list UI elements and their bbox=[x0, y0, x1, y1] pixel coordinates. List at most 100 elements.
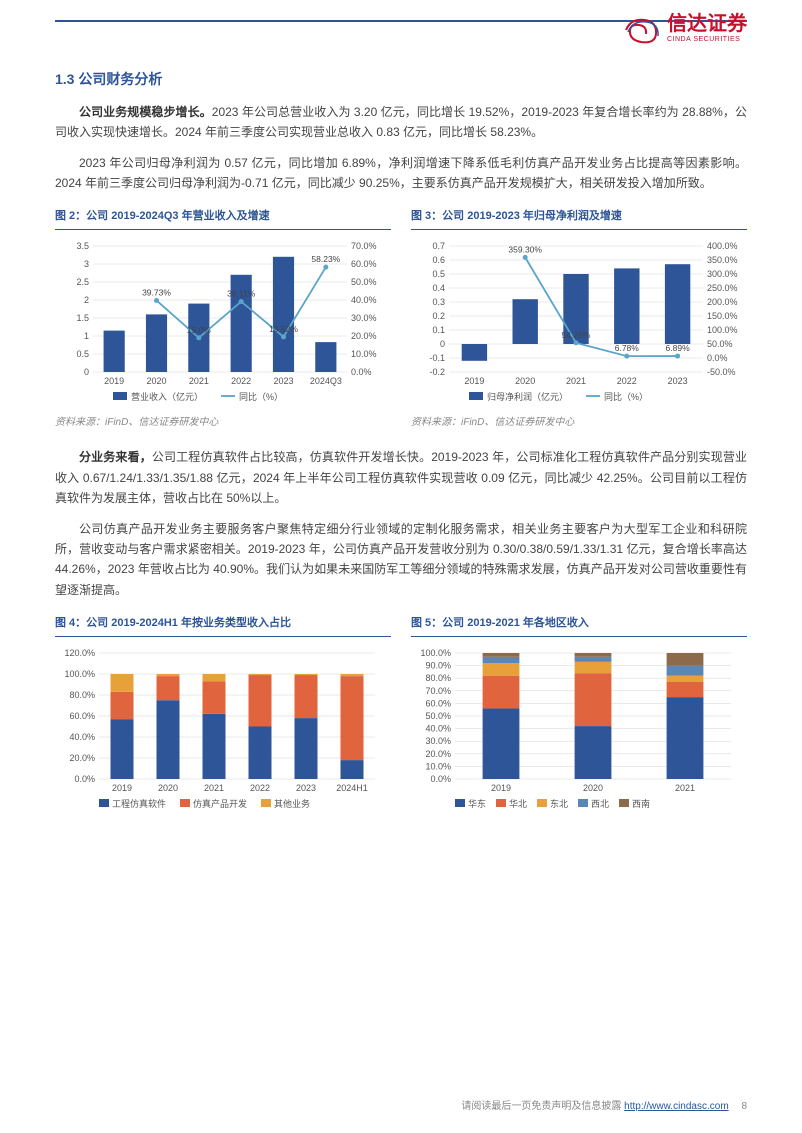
svg-text:1.5: 1.5 bbox=[76, 313, 89, 323]
svg-text:西北: 西北 bbox=[591, 799, 609, 809]
svg-text:2023: 2023 bbox=[668, 376, 688, 386]
svg-text:0.5: 0.5 bbox=[76, 349, 89, 359]
svg-text:2022: 2022 bbox=[231, 376, 251, 386]
logo-text-en: CINDA SECURITIES bbox=[667, 34, 747, 46]
svg-text:6.78%: 6.78% bbox=[615, 343, 640, 353]
page-footer: 请阅读最后一页免责声明及信息披露 http://www.cindasc.com … bbox=[55, 1098, 747, 1115]
svg-text:30.0%: 30.0% bbox=[351, 313, 377, 323]
chart2-source: 资料来源：iFinD、信达证券研发中心 bbox=[55, 414, 391, 431]
svg-text:0.0%: 0.0% bbox=[707, 353, 728, 363]
svg-text:0: 0 bbox=[440, 339, 445, 349]
svg-text:2020: 2020 bbox=[583, 783, 603, 793]
svg-text:0.2: 0.2 bbox=[432, 311, 445, 321]
svg-text:2020: 2020 bbox=[515, 376, 535, 386]
logo-text-cn: 信达证券 bbox=[667, 14, 747, 34]
business-mix-chart: 0.0%20.0%40.0%60.0%80.0%100.0%120.0%2019… bbox=[55, 643, 391, 813]
svg-text:60.0%: 60.0% bbox=[425, 698, 451, 708]
company-logo: 信达证券 CINDA SECURITIES bbox=[621, 14, 747, 46]
paragraph-1: 公司业务规模稳步增长。2023 年公司总营业收入为 3.20 亿元，同比增长 1… bbox=[55, 102, 747, 143]
disclaimer: 请阅读最后一页免责声明及信息披露 bbox=[461, 1101, 624, 1112]
chart4-title: 图 4：公司 2019-2024H1 年按业务类型收入占比 bbox=[55, 614, 391, 637]
svg-text:359.30%: 359.30% bbox=[508, 244, 542, 254]
svg-text:50.0%: 50.0% bbox=[351, 277, 377, 287]
svg-text:营业收入（亿元）: 营业收入（亿元） bbox=[131, 391, 203, 402]
svg-text:70.0%: 70.0% bbox=[351, 241, 377, 251]
svg-text:39.11%: 39.11% bbox=[227, 289, 256, 299]
svg-text:0.6: 0.6 bbox=[432, 255, 445, 265]
svg-text:0: 0 bbox=[84, 367, 89, 377]
svg-text:20.0%: 20.0% bbox=[69, 753, 95, 763]
svg-text:2021: 2021 bbox=[566, 376, 586, 386]
svg-text:-50.0%: -50.0% bbox=[707, 367, 736, 377]
svg-text:10.0%: 10.0% bbox=[425, 761, 451, 771]
svg-text:1: 1 bbox=[84, 331, 89, 341]
svg-text:归母净利润（亿元）: 归母净利润（亿元） bbox=[487, 391, 568, 402]
svg-text:2024H1: 2024H1 bbox=[336, 783, 368, 793]
svg-text:2021: 2021 bbox=[675, 783, 695, 793]
logo-swirl-icon bbox=[621, 14, 661, 46]
svg-text:40.0%: 40.0% bbox=[425, 723, 451, 733]
svg-text:2022: 2022 bbox=[250, 783, 270, 793]
chart3-title: 图 3：公司 2019-2023 年归母净利润及增速 bbox=[411, 207, 747, 230]
revenue-chart: 00.511.522.533.50.0%10.0%20.0%30.0%40.0%… bbox=[55, 236, 391, 406]
svg-text:0.5: 0.5 bbox=[432, 269, 445, 279]
svg-text:39.73%: 39.73% bbox=[142, 288, 171, 298]
svg-text:60.0%: 60.0% bbox=[351, 259, 377, 269]
svg-text:6.89%: 6.89% bbox=[666, 343, 691, 353]
paragraph-3: 分业务来看，公司工程仿真软件占比较高，仿真软件开发增长快。2019-2023 年… bbox=[55, 447, 747, 508]
paragraph-4: 公司仿真产品开发业务主要服务客户聚焦特定细分行业领域的定制化服务需求，相关业务主… bbox=[55, 519, 747, 601]
svg-text:80.0%: 80.0% bbox=[425, 673, 451, 683]
svg-text:50.0%: 50.0% bbox=[425, 711, 451, 721]
svg-text:华北: 华北 bbox=[509, 798, 527, 809]
svg-text:仿真产品开发: 仿真产品开发 bbox=[193, 798, 247, 809]
svg-text:3: 3 bbox=[84, 259, 89, 269]
svg-text:100.0%: 100.0% bbox=[64, 669, 95, 679]
svg-text:2020: 2020 bbox=[158, 783, 178, 793]
svg-text:2019: 2019 bbox=[464, 376, 484, 386]
svg-text:0.1: 0.1 bbox=[432, 325, 445, 335]
chart3-source: 资料来源：iFinD、信达证券研发中心 bbox=[411, 414, 747, 431]
svg-text:200.0%: 200.0% bbox=[707, 297, 738, 307]
svg-text:120.0%: 120.0% bbox=[64, 648, 95, 658]
svg-text:2: 2 bbox=[84, 295, 89, 305]
svg-text:2019: 2019 bbox=[104, 376, 124, 386]
svg-text:0.3: 0.3 bbox=[432, 297, 445, 307]
svg-text:0.0%: 0.0% bbox=[351, 367, 372, 377]
svg-text:-0.1: -0.1 bbox=[429, 353, 445, 363]
svg-text:150.0%: 150.0% bbox=[707, 311, 738, 321]
svg-text:54.25%: 54.25% bbox=[562, 330, 591, 340]
svg-text:东北: 东北 bbox=[550, 798, 568, 809]
svg-text:同比（%）: 同比（%） bbox=[604, 391, 648, 402]
svg-text:2022: 2022 bbox=[617, 376, 637, 386]
svg-text:70.0%: 70.0% bbox=[425, 686, 451, 696]
svg-text:50.0%: 50.0% bbox=[707, 339, 733, 349]
svg-text:58.23%: 58.23% bbox=[311, 254, 340, 264]
svg-text:250.0%: 250.0% bbox=[707, 283, 738, 293]
section-heading: 1.3 公司财务分析 bbox=[55, 68, 747, 92]
profit-chart: -0.2-0.100.10.20.30.40.50.60.7-50.0%0.0%… bbox=[411, 236, 747, 406]
svg-text:90.0%: 90.0% bbox=[425, 660, 451, 670]
svg-text:0.0%: 0.0% bbox=[430, 774, 451, 784]
svg-text:19.52%: 19.52% bbox=[269, 324, 298, 334]
svg-text:0.7: 0.7 bbox=[432, 241, 445, 251]
svg-text:20.0%: 20.0% bbox=[351, 331, 377, 341]
svg-text:20.0%: 20.0% bbox=[425, 749, 451, 759]
svg-text:2023: 2023 bbox=[273, 376, 293, 386]
svg-text:华东: 华东 bbox=[468, 798, 486, 809]
svg-text:2024Q3: 2024Q3 bbox=[310, 376, 342, 386]
svg-text:30.0%: 30.0% bbox=[425, 736, 451, 746]
svg-text:其他业务: 其他业务 bbox=[274, 798, 310, 809]
svg-text:40.0%: 40.0% bbox=[69, 732, 95, 742]
page-number: 8 bbox=[741, 1101, 747, 1112]
svg-text:400.0%: 400.0% bbox=[707, 241, 738, 251]
svg-text:2019: 2019 bbox=[112, 783, 132, 793]
svg-text:300.0%: 300.0% bbox=[707, 269, 738, 279]
region-chart: 0.0% 10.0% 20.0% 30.0% 40.0% 50.0% 60.0% 70.0% 8… bbox=[411, 643, 747, 813]
svg-text:60.0%: 60.0% bbox=[69, 711, 95, 721]
svg-text:350.0%: 350.0% bbox=[707, 255, 738, 265]
chart5-title: 图 5：公司 2019-2021 年各地区收入 bbox=[411, 614, 747, 637]
svg-text:同比（%）: 同比（%） bbox=[239, 391, 283, 402]
chart2-title: 图 2：公司 2019-2024Q3 年营业收入及增速 bbox=[55, 207, 391, 230]
svg-text:3.5: 3.5 bbox=[76, 241, 89, 251]
svg-text:100.0%: 100.0% bbox=[420, 648, 451, 658]
